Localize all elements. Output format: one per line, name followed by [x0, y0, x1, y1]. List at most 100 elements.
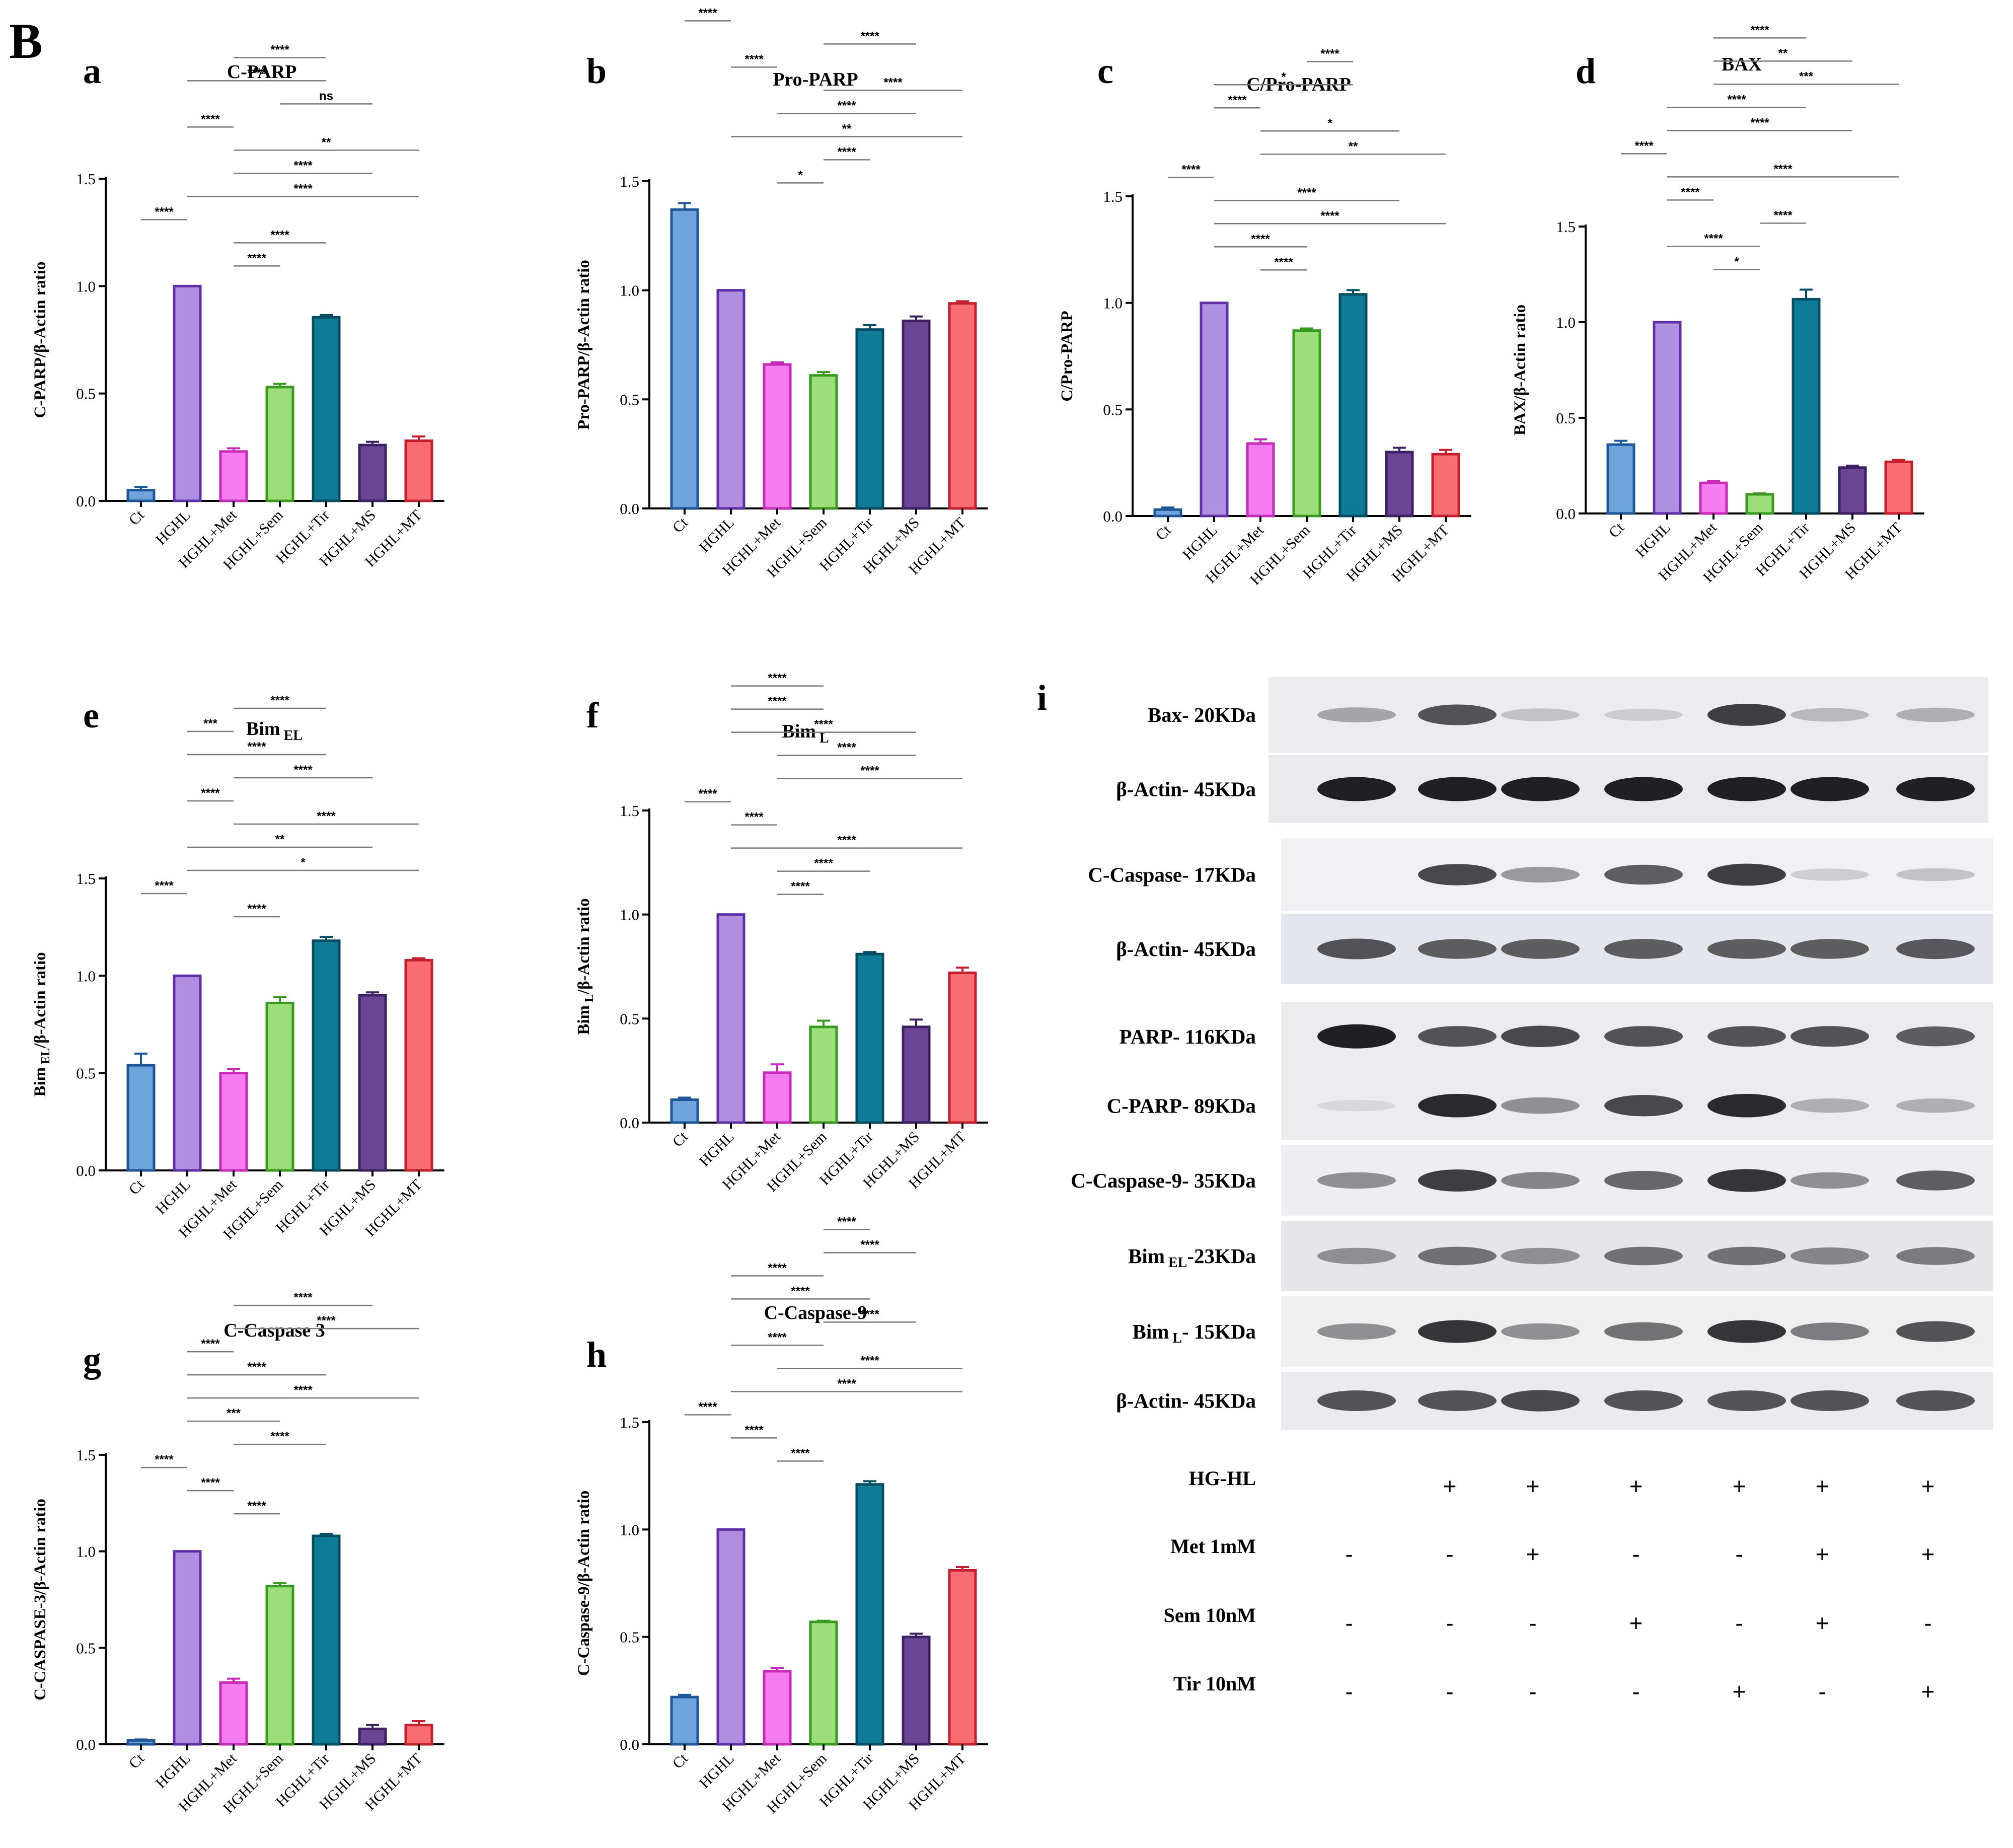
significance-label: **** [768, 695, 787, 708]
bar-HGHL+MT [1884, 460, 1913, 515]
x-category-label: HGHL [153, 507, 194, 548]
blot-band [1604, 1026, 1683, 1047]
blot-band [1707, 1026, 1786, 1047]
blot-band [1791, 1172, 1869, 1189]
bar-HGHL [1200, 302, 1229, 518]
bar-HGHL+MT [948, 971, 977, 1124]
bar-HGHL+MS [902, 1636, 931, 1746]
significance-label: **** [883, 76, 903, 89]
blot-band [1501, 1097, 1580, 1114]
significance-label: **** [1773, 208, 1793, 222]
significance-label: **** [791, 880, 810, 894]
blot-band [1317, 1024, 1396, 1049]
bar-HGHL [173, 284, 202, 502]
significance-label: **** [270, 1430, 289, 1443]
chart-b: b Pro-PARP 0.0 0.5 1.0 1.5 Pro-PARP/β-Actin ra… [575, 6, 988, 581]
significance-label: * [1734, 255, 1739, 268]
bar-HGHL+Tir [312, 316, 341, 502]
significance-label: ** [842, 122, 852, 135]
blot-band [1501, 1172, 1580, 1189]
bar-HGHL+Tir [1338, 293, 1368, 518]
significance-label: * [798, 168, 803, 182]
y-tick-label: 0.0 [620, 1736, 639, 1753]
significance-label: **** [201, 1337, 220, 1351]
y-tick-label: 1.0 [620, 1521, 639, 1538]
bar-Ct [670, 1695, 699, 1746]
significance-label: *** [227, 1407, 241, 1420]
y-tick-label: 0.5 [620, 1010, 639, 1027]
blot-band [1317, 1172, 1396, 1189]
significance-label: **** [1634, 139, 1654, 153]
treatment-mark: - [1345, 1610, 1353, 1636]
blot-band [1418, 864, 1497, 885]
y-axis-label-subscript: L [583, 994, 596, 1005]
x-category-label: Ct [126, 1750, 148, 1772]
blot-band [1896, 1026, 1975, 1047]
y-tick-label: 1.5 [620, 173, 639, 190]
bar-HGHL+Met [219, 450, 248, 502]
significance-label: **** [744, 1423, 764, 1437]
bar-HGHL+Met [1699, 481, 1728, 515]
bar-HGHL+MT [404, 1724, 433, 1746]
panel-letter: h [586, 1335, 607, 1375]
blot-row-label: C-Caspase- 17KDa [1088, 863, 1256, 886]
blot-band [1707, 1169, 1786, 1192]
bar-HGHL+Sem [809, 1025, 838, 1124]
x-category-label: HGHL [153, 1176, 194, 1218]
treatment-label: Met 1mM [1170, 1535, 1256, 1558]
significance-label: **** [155, 205, 174, 218]
treatment-mark: + [1816, 1610, 1829, 1636]
blot-band [1791, 868, 1869, 881]
significance-label: **** [837, 1215, 856, 1228]
blot-band [1604, 1390, 1683, 1411]
y-axis-label: Bim EL/β-Actin ratio [31, 952, 52, 1096]
bar-HGHL+MT [404, 958, 433, 1172]
blot-band [1707, 777, 1786, 801]
x-category-label: Ct [126, 506, 148, 529]
blot-band [1791, 777, 1869, 801]
significance-label: **** [317, 1314, 336, 1327]
significance-label: **** [155, 1453, 174, 1466]
y-tick-label: 0.5 [1556, 409, 1576, 427]
y-tick-label: 1.0 [620, 282, 639, 300]
blot-band [1418, 1026, 1497, 1047]
treatment-mark: + [1816, 1473, 1829, 1499]
blot-band [1501, 866, 1580, 883]
blot-band [1707, 1246, 1786, 1266]
bar-HGHL+Met [763, 363, 792, 510]
bar-HGHL+MT [404, 439, 433, 502]
bar-HGHL+MS [358, 1727, 387, 1746]
blot-band [1501, 1247, 1580, 1265]
y-tick-label: 1.0 [1556, 314, 1576, 331]
y-axis-label: C-Caspase-9/β-Actin ratio [575, 1491, 593, 1676]
y-axis-label-rest: /β-Actin ratio [575, 898, 593, 995]
x-category-label: HGHL [696, 1750, 737, 1792]
y-tick-label: 0.5 [1103, 401, 1123, 418]
bar-HGHL+MT [948, 302, 977, 510]
chart-title: Pro-PARP [773, 69, 858, 90]
bar-Ct [670, 1098, 699, 1124]
significance-label: **** [270, 694, 289, 707]
y-axis-label: C/Pro-PARP [1058, 311, 1076, 401]
y-axis-label: C-CASPASE-3/β-Actin ratio [31, 1499, 49, 1701]
x-category-label: Ct [669, 514, 692, 536]
y-tick-label: 0.5 [76, 1639, 96, 1657]
significance-label: ** [1349, 139, 1358, 153]
bar-HGHL+Sem [265, 1585, 294, 1746]
y-tick-label: 1.5 [620, 1414, 639, 1431]
y-tick-label: 1.5 [76, 1446, 96, 1464]
bar-HGHL [716, 1528, 745, 1746]
blot-band [1418, 939, 1497, 959]
significance-label: **** [837, 834, 856, 847]
y-tick-label: 1.0 [620, 906, 639, 924]
y-tick-label: 0.0 [620, 500, 639, 518]
blot-band [1791, 1098, 1869, 1113]
blot-band [1501, 1323, 1580, 1340]
blot-band [1317, 707, 1396, 722]
blot-band [1791, 1390, 1869, 1411]
bar-HGHL [1653, 321, 1682, 515]
blot-band [1791, 939, 1869, 959]
western-blot-panel: i Bax- 20KDa β-Actin- 45KDa C-Caspase- 17KD… [1037, 677, 1993, 1705]
significance-label: **** [1228, 93, 1247, 107]
y-axis-label: Bim L/β-Actin ratio [575, 898, 596, 1034]
